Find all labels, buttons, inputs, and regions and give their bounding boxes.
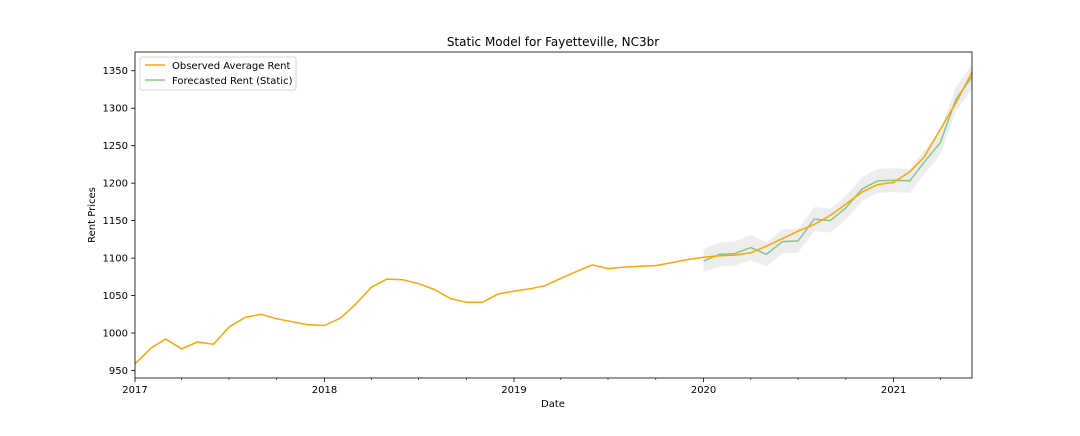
forecast-confidence-band	[703, 64, 972, 273]
y-tick-label: 1050	[103, 291, 128, 302]
x-tick-label: 2018	[312, 385, 337, 396]
axes-frame	[134, 51, 973, 379]
legend: Observed Average Rent Forecasted Rent (S…	[139, 56, 297, 91]
chart-title: Static Model for Fayetteville, NC3br	[447, 35, 659, 49]
x-tick-label: 2020	[691, 385, 716, 396]
legend-box	[139, 56, 297, 91]
x-tick-label: 2021	[881, 385, 906, 396]
x-axis-label: Date	[541, 399, 565, 410]
y-tick-label: 1200	[103, 179, 128, 190]
x-tick-label: 2019	[501, 385, 526, 396]
plot-area	[134, 64, 973, 365]
x-axis: 2017 2018 2019 2020 2021	[122, 378, 941, 396]
y-axis: 950 1000 1050 1100 1150 1200 1250 1300 1350	[103, 66, 135, 377]
y-tick-label: 1250	[103, 141, 128, 152]
y-tick-label: 1000	[103, 329, 128, 340]
legend-label-observed: Observed Average Rent	[172, 61, 291, 72]
x-tick-label: 2017	[122, 385, 147, 396]
y-tick-label: 1100	[103, 254, 128, 265]
series-line-forecast	[703, 76, 973, 262]
y-tick-label: 1300	[103, 104, 128, 115]
y-axis-label: Rent Prices	[87, 187, 98, 243]
y-tick-label: 1350	[103, 66, 128, 77]
series-line-observed	[134, 71, 973, 365]
y-tick-label: 950	[109, 366, 128, 377]
legend-label-forecast: Forecasted Rent (Static)	[172, 76, 293, 87]
y-tick-label: 1150	[103, 216, 128, 227]
